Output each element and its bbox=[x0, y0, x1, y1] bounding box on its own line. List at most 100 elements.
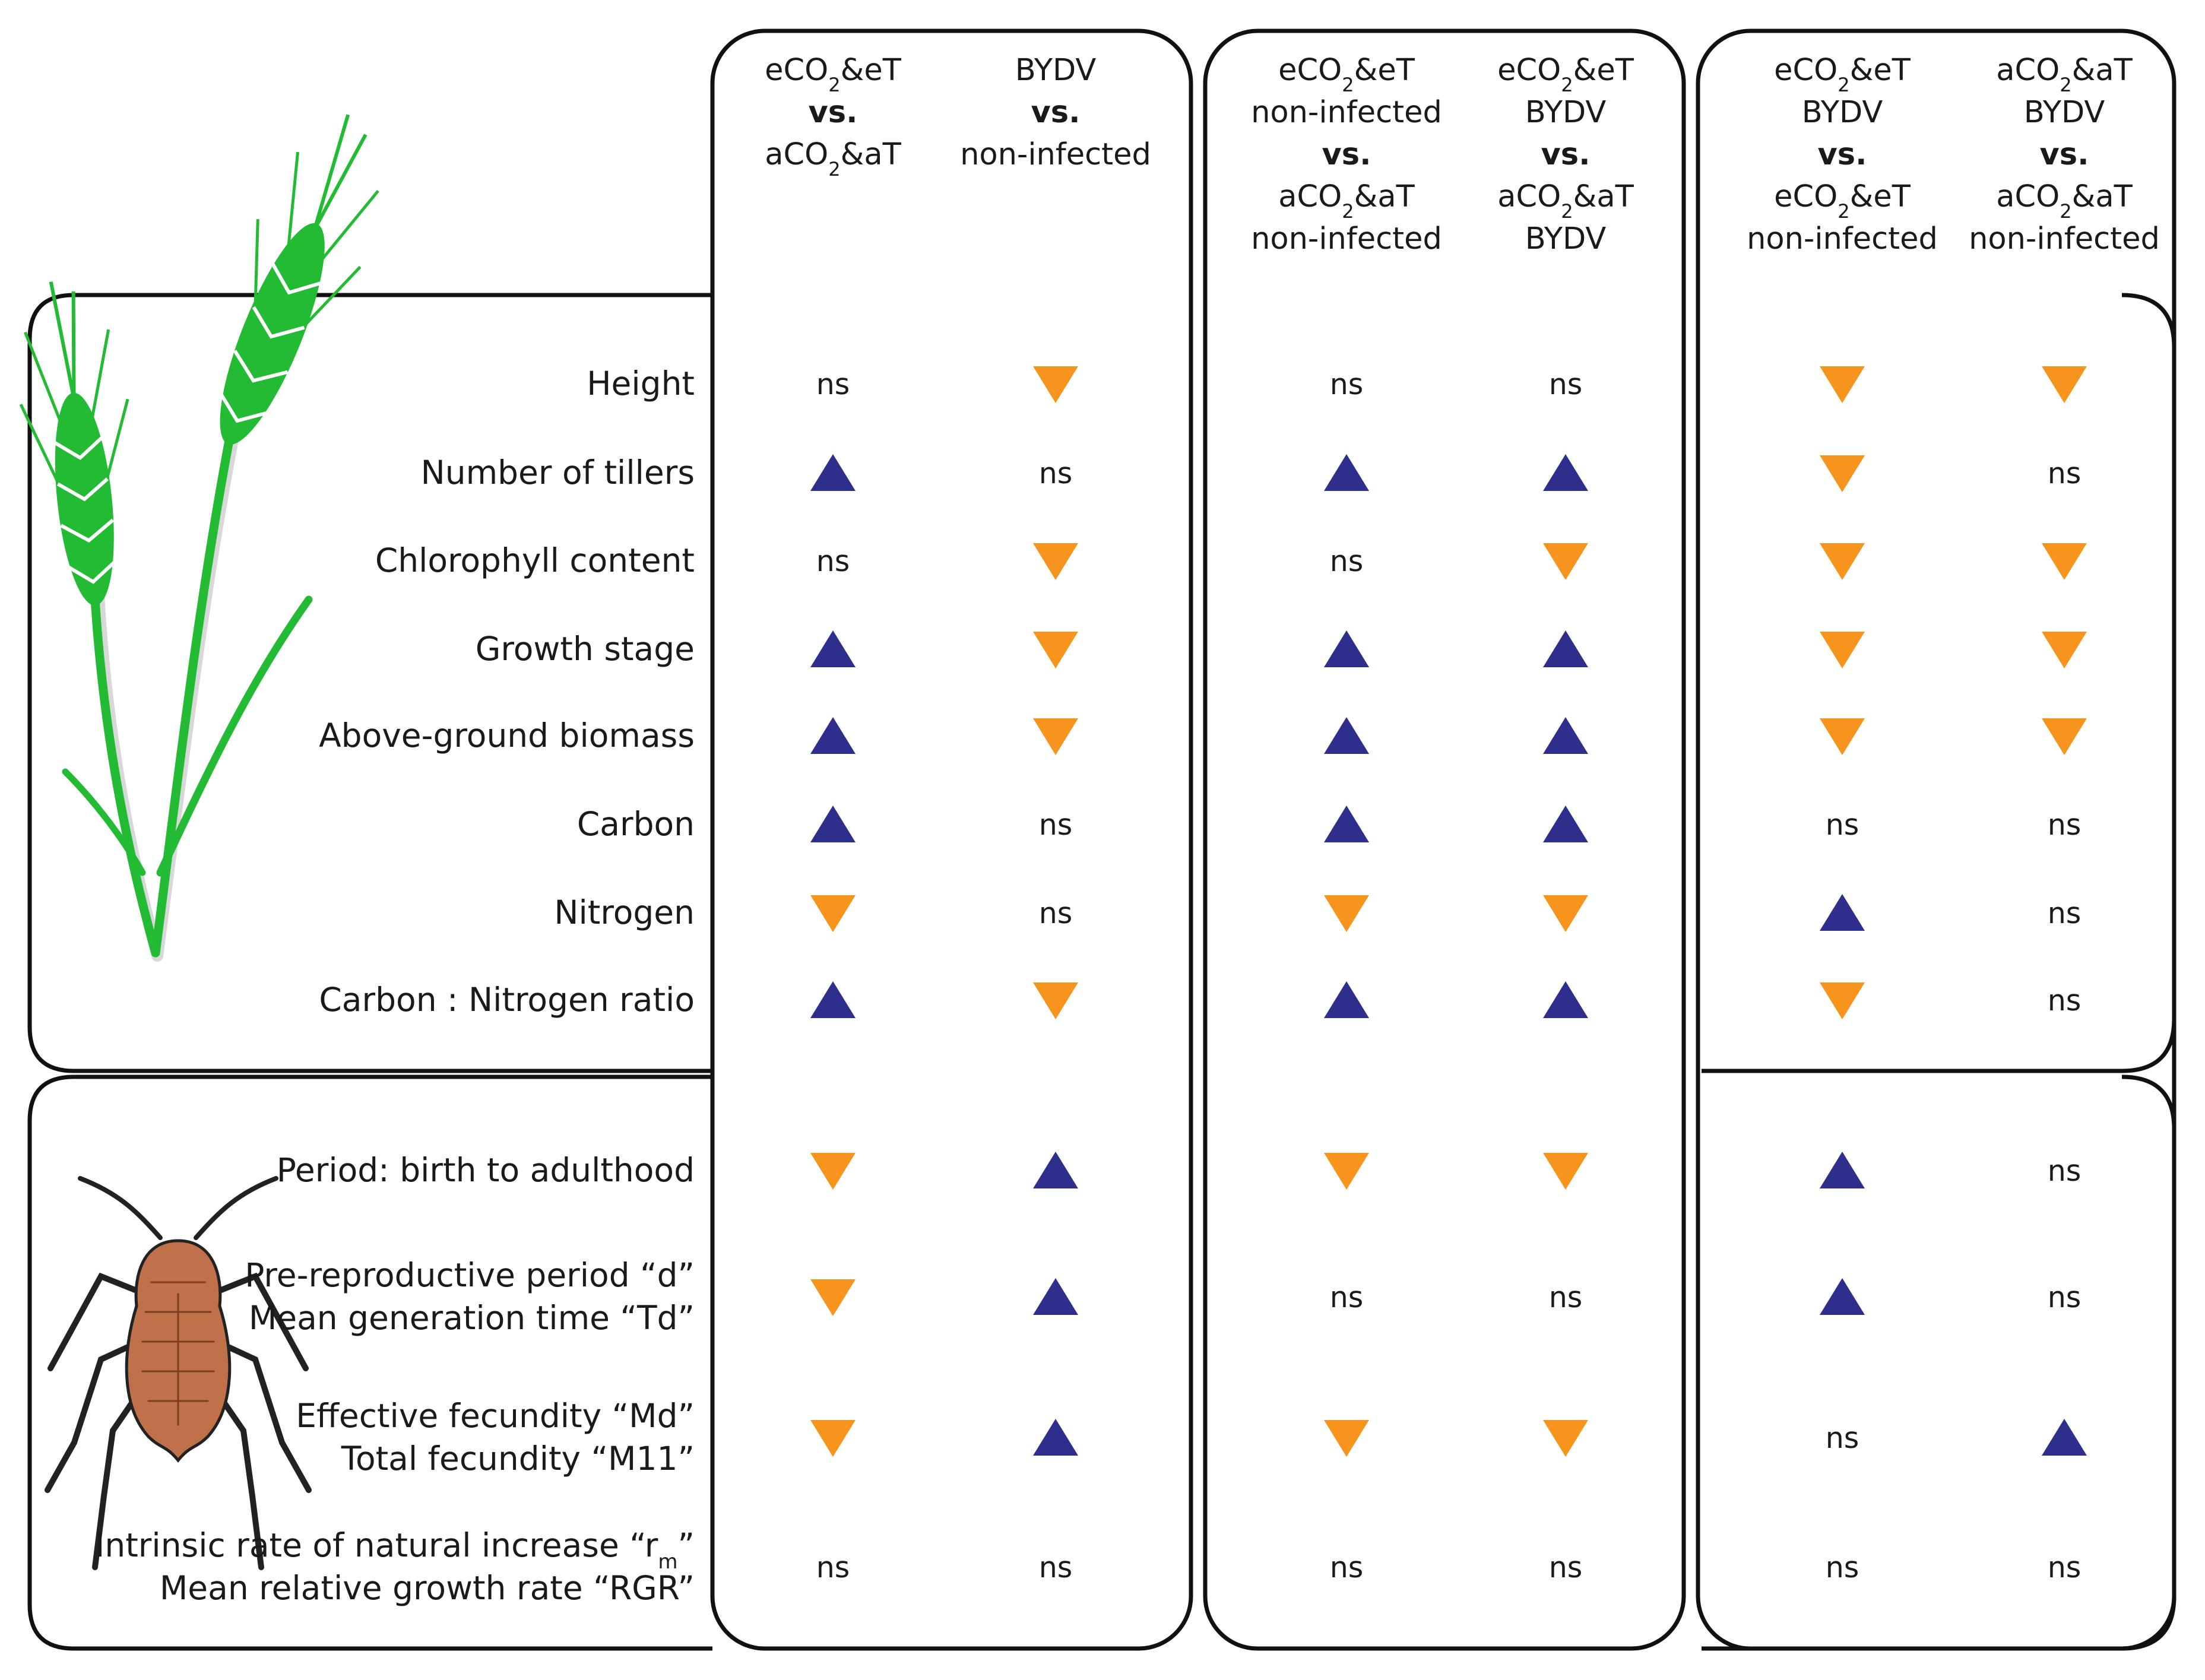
wheat-icon bbox=[19, 114, 379, 962]
plant-decrease-marker bbox=[1033, 366, 1078, 403]
aphid-decrease-marker bbox=[1324, 1153, 1369, 1190]
column-header-line: aCO2&aT bbox=[765, 137, 901, 180]
aphid-ns-label: ns bbox=[1330, 1551, 1364, 1584]
aphid-increase-marker bbox=[1820, 1278, 1865, 1315]
column-header-line: non-infected bbox=[1251, 221, 1442, 256]
aphid-decrease-marker bbox=[810, 1279, 856, 1316]
column-header-line: BYDV bbox=[1525, 221, 1607, 256]
plant-section-frame bbox=[27, 293, 712, 1073]
plant-ns-label: ns bbox=[816, 544, 850, 578]
plant-decrease-marker bbox=[1820, 366, 1865, 403]
column-header-line: vs. bbox=[1031, 95, 1081, 130]
column-group-2-frame bbox=[1203, 28, 1686, 1651]
plant-decrease-marker bbox=[2042, 632, 2087, 668]
aphid-ns-label: ns bbox=[1039, 1551, 1073, 1584]
column-header-line: BYDV bbox=[1525, 95, 1607, 130]
trait-label: Pre-reproductive period “d” bbox=[245, 1256, 695, 1294]
column-header-line: non-infected bbox=[1251, 95, 1442, 130]
aphid-ns-label: ns bbox=[1826, 1421, 1859, 1455]
plant-increase-marker bbox=[1820, 894, 1865, 931]
column-header-line: aCO2&aT bbox=[1497, 179, 1634, 223]
plant-ns-label: ns bbox=[1039, 457, 1073, 490]
aphid-decrease-marker bbox=[810, 1153, 856, 1190]
column-header-line: BYDV bbox=[1015, 53, 1097, 88]
plant-decrease-marker bbox=[1324, 895, 1369, 932]
column-header-line: aCO2&aT bbox=[1996, 179, 2133, 223]
plant-increase-marker bbox=[1543, 806, 1588, 842]
trait-label: Number of tillers bbox=[421, 454, 695, 492]
plant-decrease-marker bbox=[1820, 982, 1865, 1019]
plant-decrease-marker bbox=[1820, 718, 1865, 755]
trait-label: Carbon bbox=[577, 805, 695, 843]
aphid-ns-label: ns bbox=[1826, 1551, 1859, 1584]
column-header-line: aCO2&aT bbox=[1996, 53, 2133, 96]
plant-decrease-marker bbox=[810, 895, 856, 932]
aphid-ns-label: ns bbox=[1549, 1280, 1583, 1314]
aphid-decrease-marker bbox=[1324, 1420, 1369, 1457]
plant-ns-label: ns bbox=[2048, 984, 2082, 1017]
plant-decrease-marker bbox=[1033, 543, 1078, 580]
column-header-line: vs. bbox=[1541, 137, 1591, 172]
plant-ns-label: ns bbox=[1549, 367, 1583, 401]
aphid-ns-label: ns bbox=[2048, 1154, 2082, 1188]
plant-increase-marker bbox=[1543, 630, 1588, 667]
column-header-line: aCO2&aT bbox=[1278, 179, 1415, 223]
trait-label: Nitrogen bbox=[554, 893, 695, 931]
aphid-increase-marker bbox=[2042, 1419, 2087, 1456]
column-header-line: vs. bbox=[1322, 137, 1371, 172]
plant-decrease-marker bbox=[2042, 543, 2087, 580]
plant-decrease-marker bbox=[1820, 632, 1865, 668]
plant-increase-marker bbox=[1324, 806, 1369, 842]
column-header-line: non-infected bbox=[1969, 221, 2160, 256]
column-header-line: BYDV bbox=[2024, 95, 2105, 130]
plant-frame-right bbox=[1702, 293, 2177, 1073]
plant-decrease-marker bbox=[2042, 718, 2087, 755]
column-group-3-frame bbox=[1696, 28, 2177, 1651]
trait-label: Chlorophyll content bbox=[375, 541, 695, 579]
plant-ns-label: ns bbox=[2048, 896, 2082, 930]
plant-ns-label: ns bbox=[1330, 367, 1364, 401]
column-header-line: eCO2&eT bbox=[1774, 179, 1911, 223]
plant-increase-marker bbox=[810, 717, 856, 754]
aphid-ns-label: ns bbox=[1330, 1280, 1364, 1314]
frames bbox=[27, 28, 2177, 1651]
aphid-ns-label: ns bbox=[2048, 1280, 2082, 1314]
plant-decrease-marker bbox=[1033, 982, 1078, 1019]
aphid-increase-marker bbox=[1033, 1419, 1078, 1456]
aphid-increase-marker bbox=[1033, 1152, 1078, 1188]
column-header-line: eCO2&eT bbox=[1774, 53, 1911, 96]
plant-increase-marker bbox=[1324, 717, 1369, 754]
column-header-line: non-infected bbox=[960, 137, 1151, 172]
plant-trait-labels: Height Number of tillers Chlorophyll conte… bbox=[319, 364, 695, 1019]
column-header-line: BYDV bbox=[1802, 95, 1883, 130]
plant-decrease-marker bbox=[1543, 543, 1588, 580]
aphid-ns-label: ns bbox=[816, 1551, 850, 1584]
trait-label: Effective fecundity “Md” bbox=[296, 1397, 695, 1435]
plant-ns-label: ns bbox=[1826, 808, 1859, 842]
column-headers: eCO2&eTvs.aCO2&aTBYDVvs.non-infectedeCO2… bbox=[765, 53, 2160, 256]
plant-increase-marker bbox=[1543, 717, 1588, 754]
plant-increase-marker bbox=[1543, 981, 1588, 1018]
plant-decrease-marker bbox=[1820, 543, 1865, 580]
plant-increase-marker bbox=[1543, 454, 1588, 491]
aphid-section-frame bbox=[27, 1074, 712, 1651]
plant-ns-label: ns bbox=[1039, 896, 1073, 930]
plant-increase-marker bbox=[810, 454, 856, 491]
trait-label: Mean generation time “Td” bbox=[249, 1299, 695, 1337]
trait-label: Height bbox=[587, 364, 695, 402]
column-header-line: vs. bbox=[1818, 137, 1867, 172]
plant-increase-marker bbox=[1324, 454, 1369, 491]
aphid-ns-label: ns bbox=[1549, 1551, 1583, 1584]
aphid-increase-marker bbox=[1820, 1152, 1865, 1188]
column-header-line: eCO2&eT bbox=[1497, 53, 1634, 96]
trait-label: Mean relative growth rate “RGR” bbox=[160, 1569, 695, 1607]
plant-decrease-marker bbox=[1543, 895, 1588, 932]
plant-ns-label: ns bbox=[2048, 808, 2082, 842]
aphid-ns-label: ns bbox=[2048, 1551, 2082, 1584]
plant-decrease-marker bbox=[1033, 718, 1078, 755]
trait-label: Total fecundity “M11” bbox=[341, 1440, 695, 1478]
plant-ns-label: ns bbox=[1039, 808, 1073, 842]
column-header-line: non-infected bbox=[1747, 221, 1938, 256]
